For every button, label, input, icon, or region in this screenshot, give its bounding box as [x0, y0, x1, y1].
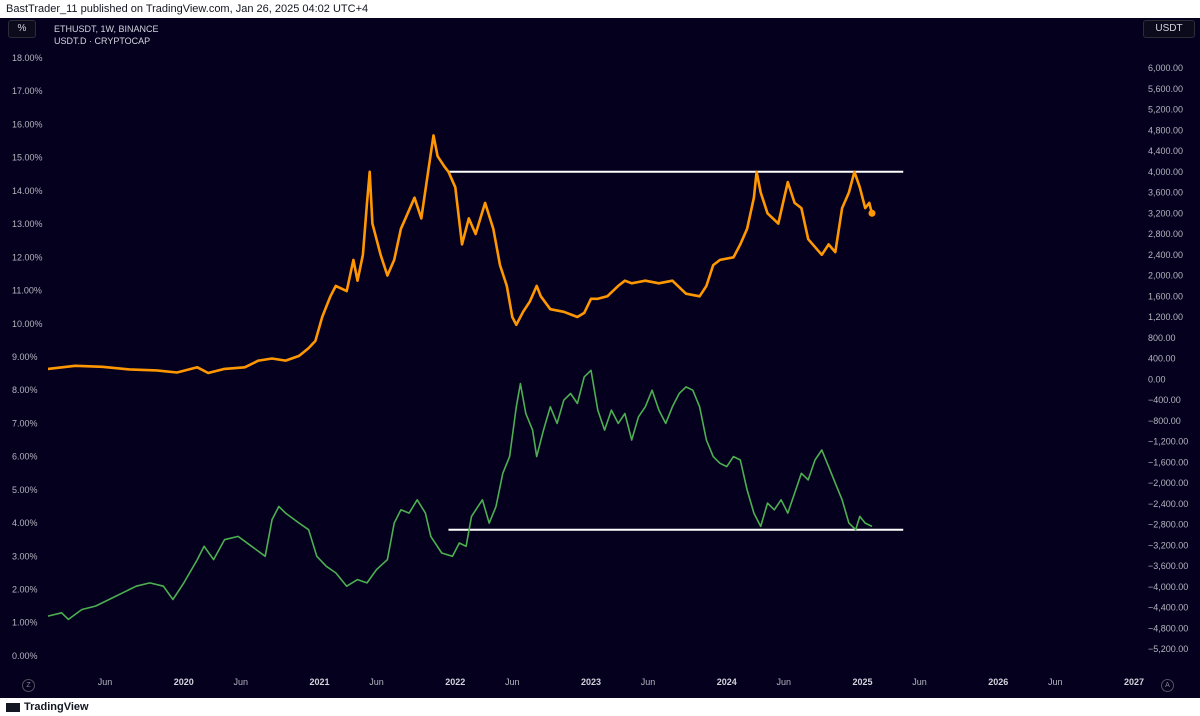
time-axis-tick: 2020 [174, 677, 194, 687]
time-axis-tick: Jun [641, 677, 656, 687]
right-axis-tick: −1,600.00 [1148, 457, 1188, 467]
time-axis-tick: Jun [1048, 677, 1063, 687]
footer-bar: TradingView [0, 698, 1200, 716]
series-lines[interactable] [47, 134, 876, 621]
right-axis-tick: −400.00 [1148, 395, 1181, 405]
right-axis-tick: 4,800.00 [1148, 125, 1183, 135]
right-axis-tick: 1,600.00 [1148, 291, 1183, 301]
left-axis-tick: 13.00% [12, 219, 43, 229]
published-title: BastTrader_11 published on TradingView.c… [6, 3, 369, 15]
time-axis-tick: 2027 [1124, 677, 1144, 687]
right-axis-tick: 2,800.00 [1148, 229, 1183, 239]
right-axis-tick: −3,200.00 [1148, 540, 1188, 550]
right-axis-tick: 800.00 [1148, 333, 1176, 343]
left-axis-tick: 10.00% [12, 319, 43, 329]
right-axis-tick: 5,200.00 [1148, 105, 1183, 115]
time-axis-tick: 2021 [309, 677, 329, 687]
auto-scale-button[interactable]: A [1161, 679, 1174, 692]
right-axis-tick: 5,600.00 [1148, 84, 1183, 94]
time-axis-tick: 2022 [445, 677, 465, 687]
right-axis-tick: −4,000.00 [1148, 582, 1188, 592]
time-axis-tick: Jun [777, 677, 792, 687]
right-axis-tick: 6,000.00 [1148, 63, 1183, 73]
price-chart[interactable]: 18.00% 17.00% 16.00% 15.00% 14.00% 13.00% 12.0… [0, 18, 1200, 698]
right-axis-tick: 3,200.00 [1148, 208, 1183, 218]
left-unit-button[interactable]: % [8, 20, 36, 38]
right-axis-tick: 0.00 [1148, 374, 1166, 384]
right-axis-tick: −4,800.00 [1148, 623, 1188, 633]
usdt-dominance-line[interactable] [47, 369, 873, 621]
right-price-axis[interactable]: 6,000.00 5,600.00 5,200.00 4,800.00 4,400.00… [1148, 63, 1188, 654]
right-axis-tick: −2,000.00 [1148, 478, 1188, 488]
right-axis-tick: −5,200.00 [1148, 644, 1188, 654]
tradingview-logo: TradingView [6, 698, 89, 716]
right-axis-tick: −3,600.00 [1148, 561, 1188, 571]
zoom-button[interactable]: Z [22, 679, 35, 692]
chart-area[interactable]: 18.00% 17.00% 16.00% 15.00% 14.00% 13.00% 12.0… [0, 18, 1200, 698]
right-axis-tick: −800.00 [1148, 416, 1181, 426]
right-axis-tick: 1,200.00 [1148, 312, 1183, 322]
right-axis-tick: 4,000.00 [1148, 167, 1183, 177]
left-axis-tick: 16.00% [12, 119, 43, 129]
time-axis-tick: Jun [505, 677, 520, 687]
tradingview-logo-icon [6, 702, 20, 712]
left-axis-tick: 11.00% [12, 286, 42, 296]
left-price-axis[interactable]: 18.00% 17.00% 16.00% 15.00% 14.00% 13.00% 12.0… [12, 53, 43, 661]
horizontal-levels[interactable] [448, 170, 904, 531]
left-axis-tick: 14.00% [12, 186, 43, 196]
published-header: BastTrader_11 published on TradingView.c… [0, 0, 1200, 18]
left-axis-tick: 7.00% [12, 418, 38, 428]
legend-eth[interactable]: ETHUSDT, 1W, BINANCE [54, 24, 159, 34]
right-axis-tick: 400.00 [1148, 354, 1176, 364]
time-axis-tick: Jun [234, 677, 249, 687]
brand-label: TradingView [24, 701, 89, 713]
time-axis-tick: 2026 [988, 677, 1008, 687]
left-axis-tick: 0.00% [12, 651, 38, 661]
left-axis-tick: 9.00% [12, 352, 38, 362]
left-axis-tick: 6.00% [12, 452, 38, 462]
right-axis-tick: 4,400.00 [1148, 146, 1183, 156]
time-axis-tick: 2024 [717, 677, 737, 687]
right-axis-tick: 2,400.00 [1148, 250, 1183, 260]
eth-last-point[interactable] [868, 209, 876, 217]
eth-price-line[interactable] [47, 134, 874, 375]
time-axis-tick: Jun [98, 677, 113, 687]
left-axis-tick: 15.00% [12, 153, 43, 163]
right-axis-tick: −4,400.00 [1148, 603, 1188, 613]
right-axis-tick: 3,600.00 [1148, 188, 1183, 198]
right-axis-tick: −2,800.00 [1148, 520, 1188, 530]
left-axis-tick: 8.00% [12, 385, 38, 395]
left-axis-tick: 2.00% [12, 585, 38, 595]
legend-usdt-d[interactable]: USDT.D · CRYPTOCAP [54, 36, 151, 46]
right-axis-tick: −2,400.00 [1148, 499, 1188, 509]
left-axis-tick: 1.00% [12, 618, 38, 628]
right-axis-tick: 2,000.00 [1148, 271, 1183, 281]
time-axis-tick: Jun [369, 677, 384, 687]
left-axis-tick: 17.00% [12, 86, 43, 96]
time-axis-tick: 2025 [852, 677, 872, 687]
time-axis[interactable]: Jun 2020 Jun 2021 Jun 2022 Jun 2023 Jun 2024 Jun 20… [98, 677, 1144, 687]
time-axis-tick: 2023 [581, 677, 601, 687]
left-axis-tick: 3.00% [12, 551, 38, 561]
right-unit-button[interactable]: USDT [1143, 20, 1195, 38]
left-axis-tick: 4.00% [12, 518, 38, 528]
time-axis-tick: Jun [912, 677, 927, 687]
left-axis-tick: 18.00% [12, 53, 43, 63]
left-axis-tick: 5.00% [12, 485, 38, 495]
left-axis-tick: 12.00% [12, 252, 43, 262]
right-axis-tick: −1,200.00 [1148, 437, 1188, 447]
